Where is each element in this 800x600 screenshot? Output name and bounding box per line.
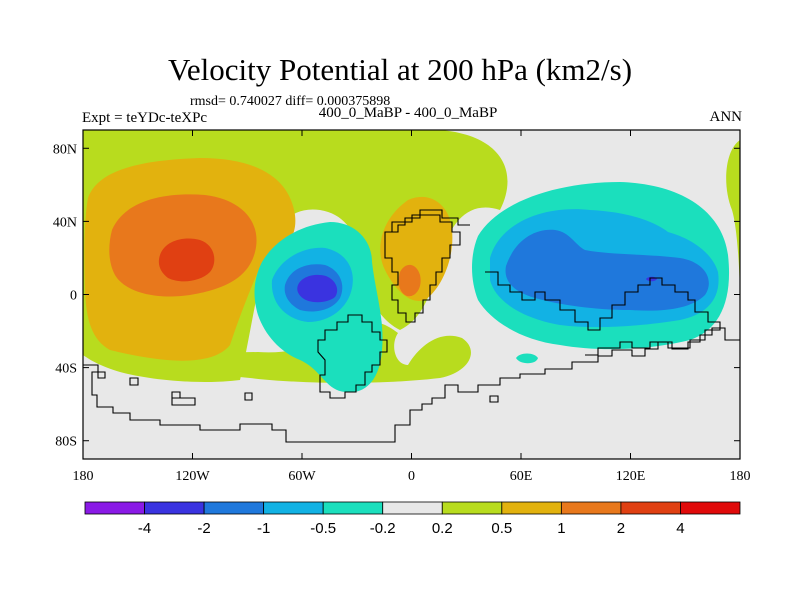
season-label: ANN (709, 109, 743, 125)
x-tick-label: 120E (616, 469, 646, 484)
colorbar-swatch (203, 501, 265, 515)
colorbar-label: 0.2 (432, 520, 453, 537)
colorbar-swatch (263, 501, 324, 515)
case-label: 400_0_MaBP - 400_0_MaBP (318, 105, 498, 121)
x-tick-label: 60E (510, 469, 533, 484)
x-tick-label: 0 (408, 469, 415, 484)
y-tick-label: 0 (70, 289, 77, 304)
colorbar-label: 4 (676, 520, 684, 537)
colorbar-label: 1 (557, 520, 565, 537)
contour-1-africa (398, 264, 421, 297)
colorbar-label: 2 (617, 520, 625, 537)
colorbar-label: -0.2 (370, 520, 396, 537)
experiment-label: Expt = teYDc-teXPc (82, 110, 208, 126)
y-tick-label: 40N (53, 215, 77, 230)
colorbar-label: -1 (257, 520, 270, 537)
stats-label: rmsd= 0.740027 diff= 0.000375898 (190, 94, 391, 109)
colorbar: -4 -2 -1 -0.5 -0.2 0.2 0.5 1 2 4 (84, 501, 741, 537)
plot-title: Velocity Potential at 200 hPa (km2/s) (167, 52, 633, 87)
contour-neg2-america (297, 274, 338, 303)
colorbar-swatch (382, 501, 443, 515)
colorbar-label: -2 (197, 520, 210, 537)
y-tick-label: 40S (55, 362, 77, 377)
x-tick-label: 180 (730, 469, 751, 484)
coastline-eurasia-australia (485, 271, 721, 356)
coastline-south-america (317, 314, 388, 399)
colorbar-swatch (620, 501, 681, 515)
colorbar-label: -0.5 (310, 520, 336, 537)
contour-0.2-east (726, 140, 740, 300)
contour-2-pacific (158, 238, 215, 282)
x-tick-label: 180 (73, 469, 94, 484)
colorbar-swatch (322, 501, 384, 515)
x-axis: 180 120W 60W 0 60E 120E 180 (73, 130, 751, 484)
coastline-africa (384, 214, 461, 323)
x-tick-label: 60W (288, 469, 316, 484)
y-axis: 80N 40N 0 40S 80S (53, 142, 740, 450)
colorbar-label: -4 (138, 520, 151, 537)
y-tick-label: 80S (55, 435, 77, 450)
contour-neg0.2-small (516, 353, 538, 364)
colorbar-swatch (560, 501, 622, 515)
colorbar-swatch (84, 501, 145, 515)
coastline-small-islands (129, 377, 499, 406)
colorbar-swatch (144, 501, 205, 515)
coastlines (83, 209, 740, 443)
contour-neg1-indopacific (505, 229, 709, 311)
colorbar-swatch (501, 501, 562, 515)
coastline-europe (392, 209, 470, 233)
colorbar-swatch (441, 501, 503, 515)
colorbar-label: 0.5 (491, 520, 512, 537)
y-tick-label: 80N (53, 142, 77, 157)
x-tick-label: 120W (175, 469, 210, 484)
contour-field (83, 130, 740, 459)
colorbar-swatch (680, 501, 741, 515)
